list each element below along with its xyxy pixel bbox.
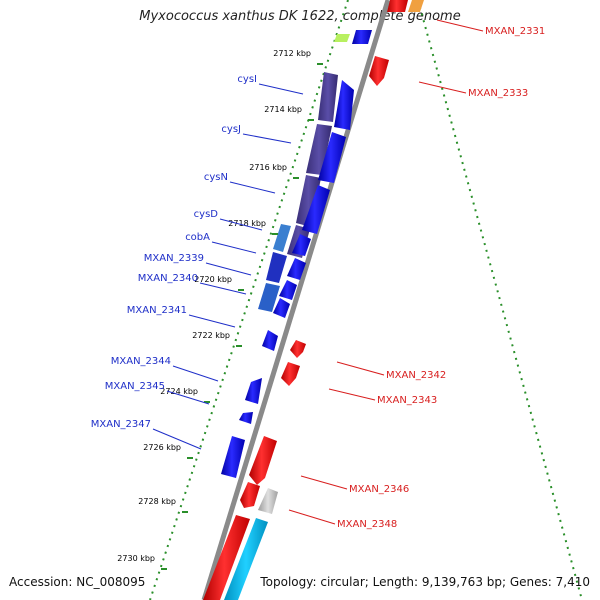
tick-label: 2718 kbp xyxy=(228,219,266,228)
gene-label-right[interactable]: MXAN_2331 xyxy=(485,26,545,37)
cds-feature-cysN xyxy=(296,175,321,227)
tick-label: 2724 kbp xyxy=(160,387,198,396)
leader-line xyxy=(229,181,276,194)
gene-label-left[interactable]: cobA xyxy=(185,232,210,243)
left-tick-guide xyxy=(149,0,349,600)
gene-arrow-mxan2333 xyxy=(369,56,389,86)
gene-arrow-mxan2346b xyxy=(240,482,260,508)
gene-arrow-cysI xyxy=(334,80,354,130)
leader-line xyxy=(211,241,257,254)
leader-line xyxy=(205,262,252,276)
gene-arrow-mxan2341 xyxy=(262,330,278,351)
tick-labels: 2712 kbp 2714 kbp 2716 kbp 2718 kbp 2720 kbp… xyxy=(117,49,323,570)
right-gene-labels: MXAN_2331 MXAN_2333 MXAN_2342 MXAN_2343 MXAN… xyxy=(288,19,545,530)
leader-line xyxy=(188,314,236,328)
gene-arrow-mxan2342 xyxy=(290,340,306,358)
gene-arrow-cysN xyxy=(302,185,330,234)
gene-arrow-cysD xyxy=(292,234,311,256)
gene-feature-cyan xyxy=(224,518,268,600)
leader-line xyxy=(288,509,336,525)
gene-arrow-mxan2346 xyxy=(249,436,277,485)
leader-line xyxy=(336,361,385,376)
right-tick-guide xyxy=(417,0,583,600)
tick-label: 2722 kbp xyxy=(192,331,230,340)
tick-label: 2714 kbp xyxy=(264,105,302,114)
cds-feature-mxan2340 xyxy=(258,283,280,312)
cds-feature-cysI xyxy=(318,72,338,122)
gene-feature-grey xyxy=(258,488,278,514)
gene-arrow-mxan2340 xyxy=(273,298,290,318)
cds-feature-cysJ xyxy=(306,124,332,175)
gene-label-left[interactable]: cysD xyxy=(194,209,219,220)
gene-label-left[interactable]: MXAN_2339 xyxy=(144,253,204,264)
gene-arrow-mxan2348 xyxy=(203,515,250,600)
leader-line xyxy=(300,475,348,490)
gene-arrow-mxan2345 xyxy=(239,412,253,424)
leader-line xyxy=(328,388,376,401)
gene-label-left[interactable]: cysJ xyxy=(221,124,241,135)
leader-line xyxy=(166,390,210,405)
genome-backbone xyxy=(201,0,391,600)
gene-label-left[interactable]: MXAN_2345 xyxy=(105,381,165,392)
gene-label-right[interactable]: MXAN_2342 xyxy=(386,370,446,381)
leader-line xyxy=(242,133,292,144)
gene-feature-top-orange xyxy=(408,0,424,12)
cds-feature-mxan2339 xyxy=(266,252,287,283)
gene-feature-top-red xyxy=(387,0,408,12)
tick-label: 2720 kbp xyxy=(194,275,232,284)
gene-arrow-mxan2339 xyxy=(279,280,297,300)
gene-label-left[interactable]: MXAN_2341 xyxy=(127,305,187,316)
tick-label: 2716 kbp xyxy=(249,163,287,172)
gene-label-right[interactable]: MXAN_2333 xyxy=(468,88,528,99)
gene-arrow-cobA xyxy=(287,258,306,280)
leader-line xyxy=(436,19,484,32)
gene-feature-top-blue xyxy=(352,30,372,44)
gene-label-left[interactable]: MXAN_2347 xyxy=(91,419,151,430)
gene-arrow-cysJ xyxy=(318,132,346,183)
tick-label: 2730 kbp xyxy=(117,554,155,563)
genome-summary-text: Topology: circular; Length: 9,139,763 bp… xyxy=(260,575,590,589)
gene-label-left[interactable]: MXAN_2340 xyxy=(138,273,198,284)
tick-label: 2712 kbp xyxy=(273,49,311,58)
cds-feature-cobA xyxy=(273,224,291,252)
gene-arrow-mxan2344 xyxy=(245,378,262,404)
leader-line xyxy=(199,282,247,295)
gene-label-left[interactable]: cysI xyxy=(237,74,257,85)
leader-line xyxy=(219,218,263,231)
gene-label-right[interactable]: MXAN_2343 xyxy=(377,395,437,406)
gene-label-right[interactable]: MXAN_2348 xyxy=(337,519,397,530)
gene-label-left[interactable]: MXAN_2344 xyxy=(111,356,171,367)
gene-feature-top-green xyxy=(334,34,350,42)
leader-line xyxy=(418,81,467,94)
gene-arrow-mxan2343 xyxy=(281,362,300,386)
gene-label-left[interactable]: cysN xyxy=(204,172,228,183)
gene-label-right[interactable]: MXAN_2346 xyxy=(349,484,409,495)
leader-line xyxy=(172,365,219,382)
leader-line xyxy=(258,83,304,95)
accession-text: Accession: NC_008095 xyxy=(9,575,146,589)
leader-line xyxy=(152,428,202,450)
tick-label: 2728 kbp xyxy=(138,497,176,506)
gene-arrow-mxan2347 xyxy=(221,436,245,478)
left-gene-labels: cysI cysJ cysN cysD cobA MXAN_2339 MXAN_2340 MX… xyxy=(91,74,304,450)
tick-label: 2726 kbp xyxy=(143,443,181,452)
